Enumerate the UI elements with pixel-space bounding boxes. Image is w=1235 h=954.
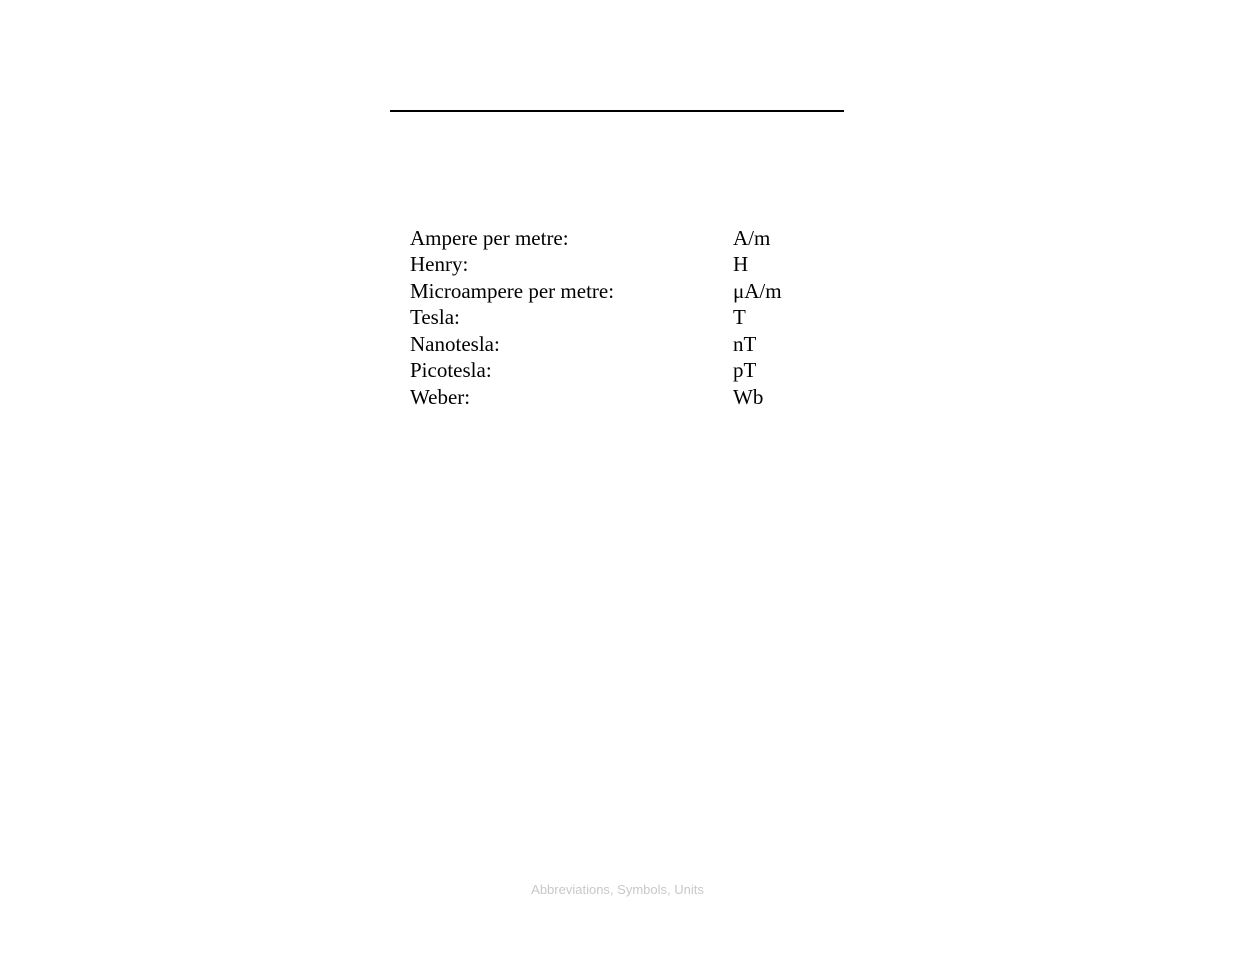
unit-symbol: Wb [733,384,763,410]
unit-label: Henry: [410,251,733,277]
unit-label: Nanotesla: [410,331,733,357]
unit-symbol: μA/m [733,278,782,304]
unit-symbol: pT [733,357,756,383]
unit-symbol: H [733,251,748,277]
list-item: Weber: Wb [410,384,844,410]
page-footer: Abbreviations, Symbols, Units [0,882,1235,897]
unit-label: Ampere per metre: [410,225,733,251]
list-item: Tesla: T [410,304,844,330]
units-list: Ampere per metre: A/m Henry: H Microampe… [390,225,844,410]
unit-symbol: T [733,304,746,330]
horizontal-rule [390,110,844,112]
unit-label: Tesla: [410,304,733,330]
list-item: Picotesla: pT [410,357,844,383]
unit-symbol: nT [733,331,756,357]
list-item: Ampere per metre: A/m [410,225,844,251]
unit-label: Picotesla: [410,357,733,383]
page-content: Ampere per metre: A/m Henry: H Microampe… [390,110,844,410]
unit-symbol: A/m [733,225,770,251]
list-item: Nanotesla: nT [410,331,844,357]
unit-label: Weber: [410,384,733,410]
list-item: Henry: H [410,251,844,277]
list-item: Microampere per metre: μA/m [410,278,844,304]
unit-label: Microampere per metre: [410,278,733,304]
